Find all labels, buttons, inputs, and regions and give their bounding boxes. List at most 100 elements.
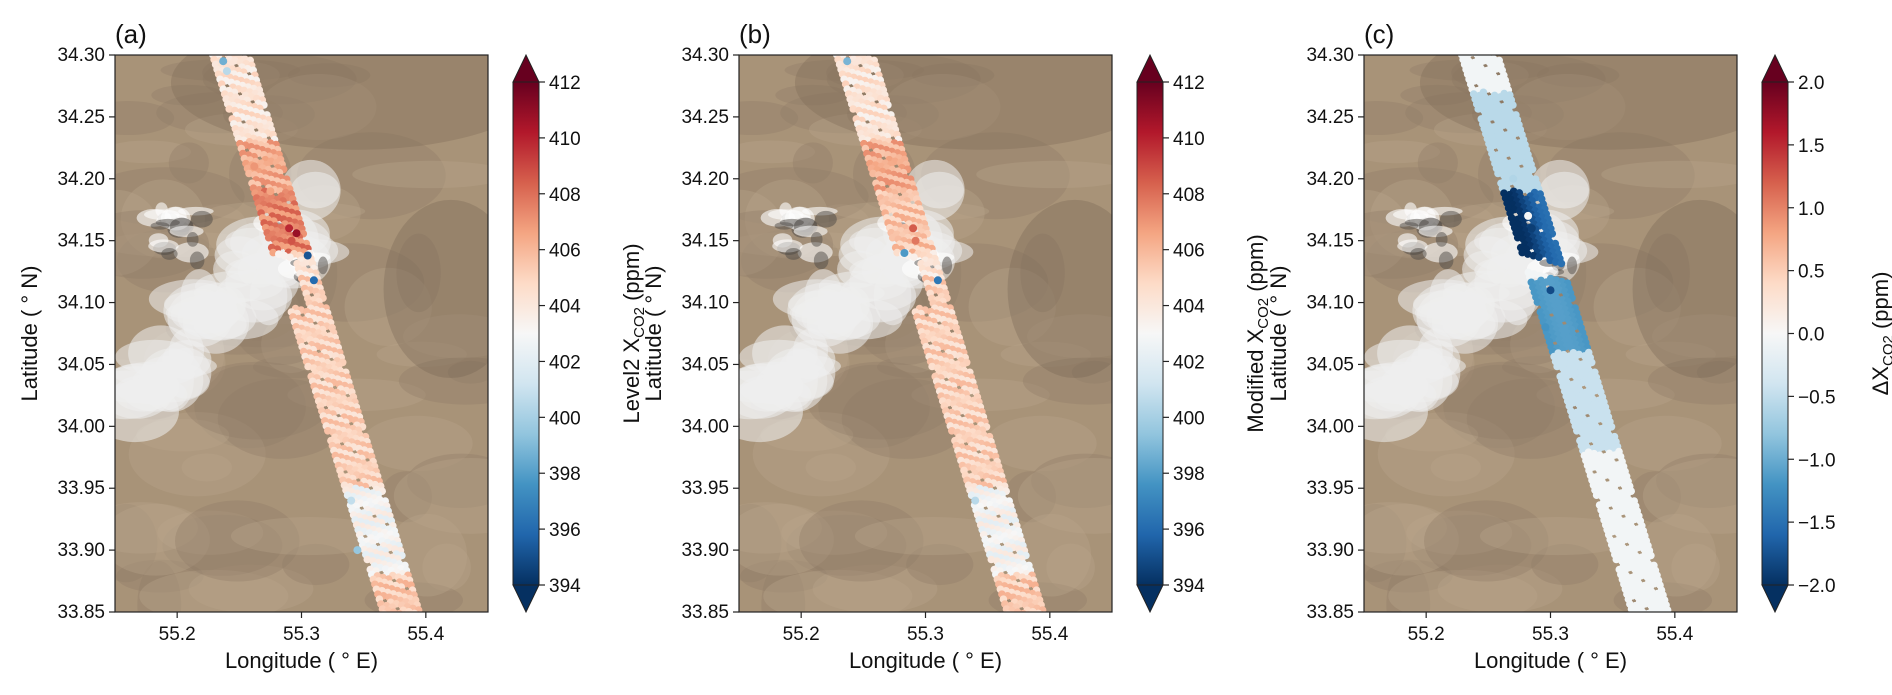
colorbar-tick-label: −1.5 <box>1798 513 1836 534</box>
terrain-patch <box>799 500 924 582</box>
colorbar-tick-label: 396 <box>1173 520 1205 541</box>
footprint-point <box>380 610 388 612</box>
footprint-point <box>1638 608 1647 612</box>
cloud-shadow <box>1438 251 1454 270</box>
cloud-blob <box>793 225 828 238</box>
colorbar-tick-label: 394 <box>549 576 581 597</box>
y-tick-label: 34.15 <box>681 231 729 252</box>
terrain-patch <box>115 503 210 576</box>
terrain-patch <box>1593 267 1681 347</box>
y-tick-label: 34.30 <box>681 45 729 66</box>
footprint-point <box>1667 616 1675 624</box>
y-tick-label: 34.00 <box>57 416 105 437</box>
colorbar: 394 396 398 400 402 404 406 408 410 412 Modified X… <box>1136 53 1272 614</box>
terrain-patch <box>1365 559 1453 593</box>
terrain-patch <box>818 364 930 449</box>
terrain-patch <box>361 415 473 472</box>
footprint-layer <box>1457 55 1675 624</box>
footprint-point <box>1646 615 1654 623</box>
x-axis-label: Longitude ( ° E) <box>1474 648 1627 673</box>
cloud-shadow <box>1566 256 1578 275</box>
terrain-patch <box>968 267 1056 347</box>
terrain-patch <box>1696 360 1737 384</box>
terrain-patch <box>1536 63 1620 88</box>
terrain-patch <box>1645 233 1690 313</box>
cloud-blob <box>193 282 261 304</box>
terrain-patch <box>407 453 488 508</box>
terrain-patch <box>447 360 488 384</box>
terrain-patch <box>1027 314 1112 359</box>
terrain-patch <box>168 142 209 184</box>
footprint-point <box>353 546 362 555</box>
colorbar-extend-min <box>1136 584 1164 614</box>
terrain-patch <box>739 503 782 583</box>
colorbar-tick-label: 412 <box>1173 73 1205 94</box>
footprint-point <box>222 67 231 76</box>
y-tick-label: 34.15 <box>1306 231 1354 252</box>
terrain-patch <box>739 503 834 576</box>
colorbar-tick-label: 404 <box>549 297 581 318</box>
cloud-shadow <box>785 248 802 260</box>
y-tick-label: 34.15 <box>57 231 105 252</box>
y-tick-label: 34.10 <box>681 293 729 314</box>
terrain-patch <box>1417 142 1458 184</box>
colorbar-tick-label: 2.0 <box>1798 73 1824 94</box>
colorbar-label: Modified XCO2 (ppm) <box>1243 234 1272 432</box>
terrain-patch <box>1610 415 1722 472</box>
colorbar-tick-label: 394 <box>1173 576 1205 597</box>
terrain-patch <box>115 140 192 164</box>
colorbar-tick-label: 408 <box>549 185 581 206</box>
y-tick-label: 33.85 <box>681 602 729 623</box>
terrain-patch <box>1531 543 1599 586</box>
cloud-shadow <box>189 251 205 270</box>
terrain-patch <box>139 569 289 612</box>
terrain-ridge <box>1007 199 1112 379</box>
colorbar-extend-min <box>1761 584 1789 614</box>
footprint-point <box>1029 608 1037 612</box>
colorbar-tick-label: 412 <box>549 73 581 94</box>
terrain-patch <box>739 502 822 554</box>
cloud-shadow <box>813 251 829 270</box>
footprint-point <box>410 609 419 612</box>
colorbar-label: Level2 XCO2 (ppm) <box>619 243 648 423</box>
cloud-shadow <box>779 218 804 227</box>
footprint-point <box>403 616 411 624</box>
y-tick-label: 33.90 <box>681 540 729 561</box>
x-tick-label: 55.2 <box>159 624 196 645</box>
x-tick-label: 55.3 <box>907 624 944 645</box>
y-tick-label: 34.10 <box>57 293 105 314</box>
terrain-patch <box>396 233 441 313</box>
colorbar-tick-label: 0.5 <box>1798 262 1824 283</box>
cloud-shadow <box>155 218 180 227</box>
terrain-ridge <box>383 199 488 379</box>
terrain-patch <box>740 559 828 593</box>
cloud-shadow <box>317 256 329 275</box>
panel-label: (c) <box>1364 19 1394 49</box>
footprint-point <box>388 611 391 612</box>
footprint-point <box>1036 615 1044 623</box>
footprint-point <box>843 57 852 66</box>
terrain-patch <box>398 357 488 405</box>
colorbar-extend-min <box>512 584 540 614</box>
cloud-shadow <box>1404 218 1429 227</box>
footprint-point <box>347 496 356 505</box>
y-tick-label: 34.10 <box>1306 293 1354 314</box>
footprint-point <box>1557 259 1566 268</box>
colorbar-tick-label: −0.5 <box>1798 387 1836 408</box>
colorbar-tick-label: 0.0 <box>1798 325 1824 346</box>
terrain-patch <box>1364 503 1459 576</box>
footprint-point <box>412 615 420 623</box>
panel-label: (a) <box>115 19 147 49</box>
terrain-patch <box>1020 233 1065 313</box>
colorbar-tick-label: 396 <box>549 520 581 541</box>
footprint-point <box>1527 224 1536 233</box>
terrain-patch <box>1411 514 1532 576</box>
terrain-patch <box>162 514 283 576</box>
x-tick-label: 55.3 <box>1532 624 1569 645</box>
terrain-patch <box>1430 453 1481 482</box>
terrain-patch <box>1437 564 1563 612</box>
colorbar-tick-label: 398 <box>549 464 581 485</box>
terrain-patch <box>739 140 816 164</box>
terrain-patch <box>175 500 300 582</box>
